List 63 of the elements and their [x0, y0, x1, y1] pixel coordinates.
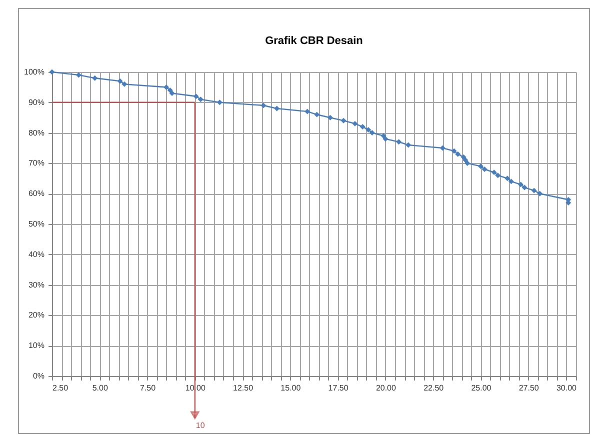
x-tick-label: 15.00: [280, 384, 302, 392]
x-tick-label: 12.50: [233, 384, 254, 392]
point: [495, 172, 501, 178]
point: [260, 102, 266, 108]
y-tick-label: 60%: [28, 189, 44, 198]
point: [366, 127, 372, 132]
x-tick-label: 17.50: [328, 384, 349, 392]
point: [340, 118, 346, 124]
point: [478, 164, 484, 169]
point: [462, 157, 468, 163]
point: [352, 120, 358, 126]
y-tick-label: 80%: [28, 128, 44, 138]
point: [169, 90, 175, 96]
point: [504, 176, 510, 182]
point: [198, 96, 204, 102]
point: [216, 100, 222, 106]
chart-title: Grafik CBR Desain: [265, 35, 364, 47]
point: [406, 142, 412, 148]
point: [482, 166, 488, 172]
y-tick-label: 20%: [28, 310, 44, 320]
point: [518, 182, 524, 188]
point: [122, 81, 128, 87]
point: [167, 88, 173, 93]
y-tick-label: 10%: [28, 341, 44, 350]
x-tick-label: 20.00: [376, 384, 397, 392]
point: [76, 72, 82, 78]
point: [164, 84, 170, 90]
y-tick-label: 70%: [28, 158, 44, 168]
point: [314, 112, 320, 118]
point: [522, 184, 528, 190]
point: [396, 139, 402, 145]
point: [92, 75, 98, 81]
point: [360, 124, 366, 130]
point: [455, 151, 461, 157]
y-tick-label: 0%: [32, 372, 44, 380]
x-tick-label: 2.50: [52, 384, 69, 392]
y-tick-label: 30%: [28, 280, 44, 290]
x-tick-label: 27.50: [518, 384, 540, 392]
point: [382, 136, 388, 142]
point: [274, 106, 280, 112]
point: [531, 188, 537, 194]
y-tick-label: 40%: [28, 250, 44, 259]
y-tick-label: 90%: [28, 98, 44, 107]
point: [304, 108, 310, 114]
y-tick-label: 100%: [24, 68, 44, 76]
point: [491, 170, 497, 176]
ref-line-label: 10: [196, 421, 206, 430]
y-tick-label: 50%: [28, 220, 44, 228]
point: [464, 160, 470, 166]
x-tick-label: 7.50: [140, 384, 156, 392]
point: [369, 130, 375, 136]
point: [193, 94, 199, 100]
point: [508, 178, 514, 184]
point: [327, 114, 333, 120]
x-tick-label: 25.00: [471, 384, 492, 392]
x-tick-label: 30.00: [556, 384, 578, 392]
x-tick-label: 22.50: [424, 384, 444, 392]
x-tick-label: 5.00: [92, 384, 108, 392]
point: [451, 148, 457, 154]
point: [380, 133, 386, 139]
point: [537, 190, 543, 196]
point: [440, 145, 446, 151]
point: [117, 78, 123, 84]
